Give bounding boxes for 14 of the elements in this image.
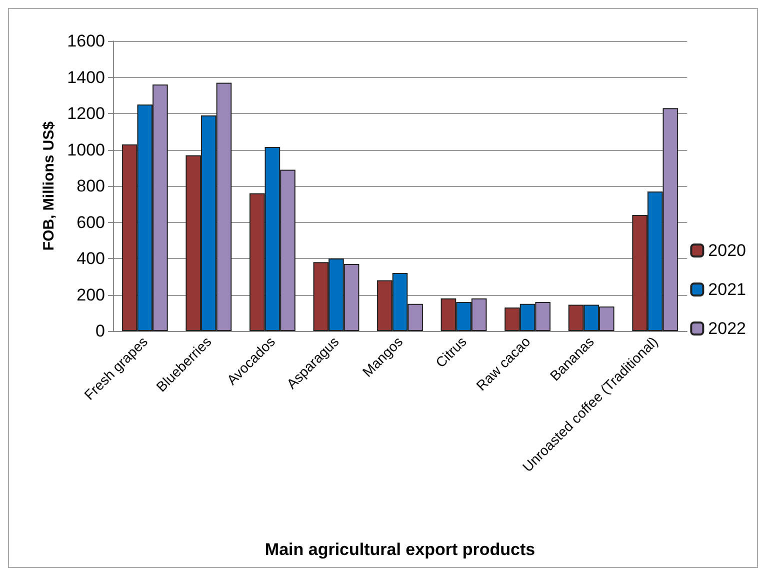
y-tick-label: 800 [76,176,105,196]
y-tick-label: 400 [76,249,105,268]
legend-label: 2021 [708,280,746,299]
y-tick-label: 1600 [67,32,105,50]
y-tick-label: 200 [76,285,105,304]
x-axis-title: Main agricultural export products [264,540,536,559]
legend-label: 2020 [708,241,746,260]
y-tick-label: 1400 [67,68,105,87]
y-tick-label: 1200 [67,104,105,123]
legend-label: 2022 [708,319,746,338]
y-axis-title: FOB, Millions US$ [40,120,58,251]
y-tick-label: 0 [96,322,105,340]
y-tick-label: 1000 [67,140,105,160]
y-tick-label: 600 [76,212,105,232]
